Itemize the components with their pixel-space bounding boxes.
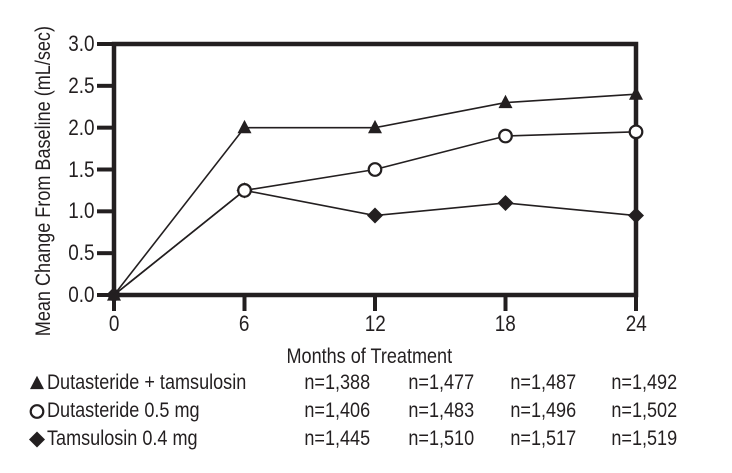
n-count-cell: n=1,517 bbox=[488, 426, 598, 452]
n-count-cell: n=1,496 bbox=[488, 398, 598, 424]
axis-box bbox=[111, 41, 639, 298]
x-axis-title-text: Months of Treatment bbox=[286, 345, 452, 368]
x-tick-text: 0 bbox=[108, 311, 120, 336]
legend-label: Dutasteride 0.5 mg bbox=[47, 398, 224, 424]
legend-row: Tamsulosin 0.4 mg n=1,445 n=1,510 n=1,51… bbox=[0, 426, 732, 452]
x-axis-title: Months of Treatment bbox=[259, 345, 479, 369]
n-count-text: n=1,492 bbox=[611, 371, 677, 394]
n-count-text: n=1,487 bbox=[510, 371, 576, 394]
y-tick-text: 0.5 bbox=[68, 240, 95, 266]
y-tick-label: 1.0 bbox=[35, 198, 95, 224]
n-count-cell: n=1,483 bbox=[386, 398, 496, 424]
n-count-text: n=1,517 bbox=[510, 427, 576, 450]
n-count-text: n=1,502 bbox=[611, 399, 677, 422]
x-tick-text: 12 bbox=[364, 311, 386, 336]
n-count-cell: n=1,445 bbox=[282, 426, 392, 452]
diamond-icon bbox=[29, 431, 45, 448]
legend-label: Dutasteride + tamsulosin bbox=[47, 370, 279, 396]
n-count-cell: n=1,388 bbox=[282, 370, 392, 396]
n-count-cell: n=1,406 bbox=[282, 398, 392, 424]
n-count-cell: n=1,502 bbox=[589, 398, 699, 424]
triangle-marker bbox=[107, 287, 121, 301]
diamond-marker bbox=[628, 207, 644, 224]
n-count-text: n=1,483 bbox=[408, 399, 474, 422]
circle-marker bbox=[29, 404, 45, 419]
legend-label-text: Dutasteride 0.5 mg bbox=[47, 399, 200, 422]
circle-marker bbox=[367, 162, 383, 177]
x-tick-label: 6 bbox=[210, 312, 280, 336]
x-tick-text: 6 bbox=[239, 311, 250, 336]
diamond-marker bbox=[367, 207, 383, 224]
x-tick-label: 18 bbox=[471, 312, 541, 336]
n-count-text: n=1,496 bbox=[510, 399, 576, 422]
y-tick-label: 2.5 bbox=[35, 73, 95, 99]
n-count-cell: n=1,510 bbox=[386, 426, 496, 452]
x-tick-label: 0 bbox=[79, 312, 149, 336]
n-count-cell: n=1,492 bbox=[589, 370, 699, 396]
x-tick-label: 12 bbox=[340, 312, 410, 336]
triangle-marker bbox=[629, 86, 643, 100]
triangle-marker bbox=[498, 94, 513, 109]
y-tick-label: 0.5 bbox=[35, 240, 95, 266]
n-count-cell: n=1,519 bbox=[589, 426, 699, 452]
x-tick-label: 24 bbox=[601, 312, 671, 336]
x-tick-text: 24 bbox=[625, 311, 647, 336]
n-count-cell: n=1,487 bbox=[488, 370, 598, 396]
triangle-marker bbox=[30, 375, 44, 390]
n-count-text: n=1,445 bbox=[304, 427, 370, 450]
triangle-icon bbox=[30, 375, 44, 390]
n-count-text: n=1,406 bbox=[304, 399, 370, 422]
circle-marker bbox=[628, 124, 644, 140]
diamond-marker bbox=[497, 194, 514, 211]
y-tick-text: 1.5 bbox=[68, 156, 95, 182]
y-tick-text: 2.5 bbox=[68, 72, 95, 98]
y-tick-text: 2.0 bbox=[68, 114, 95, 140]
n-count-text: n=1,388 bbox=[304, 371, 370, 394]
y-tick-label: 0.0 bbox=[35, 282, 95, 308]
x-tick-text: 18 bbox=[494, 311, 517, 336]
y-tick-label: 1.5 bbox=[35, 157, 95, 183]
y-tick-text: 0.0 bbox=[68, 282, 95, 307]
n-count-text: n=1,477 bbox=[408, 371, 474, 394]
legend-label-text: Tamsulosin 0.4 mg bbox=[47, 427, 198, 450]
legend-label: Tamsulosin 0.4 mg bbox=[47, 426, 222, 452]
circle-icon bbox=[29, 404, 45, 419]
n-count-cell: n=1,477 bbox=[386, 370, 496, 396]
series-line bbox=[113, 189, 637, 296]
diamond-marker bbox=[29, 431, 45, 448]
y-tick-text: 3.0 bbox=[68, 31, 95, 56]
circle-marker bbox=[498, 128, 513, 144]
triangle-marker bbox=[237, 119, 252, 134]
triangle-marker bbox=[368, 119, 382, 134]
n-count-text: n=1,519 bbox=[611, 427, 677, 450]
n-count-text: n=1,510 bbox=[408, 427, 474, 450]
y-tick-label: 2.0 bbox=[35, 115, 95, 141]
y-tick-label: 3.0 bbox=[35, 31, 95, 57]
y-tick-text: 1.0 bbox=[68, 198, 95, 224]
circle-marker bbox=[237, 183, 252, 198]
legend-label-text: Dutasteride + tamsulosin bbox=[47, 371, 247, 394]
legend-row: Dutasteride + tamsulosin n=1,388 n=1,477… bbox=[0, 370, 732, 396]
legend-row: Dutasteride 0.5 mg n=1,406 n=1,483 n=1,4… bbox=[0, 398, 732, 424]
